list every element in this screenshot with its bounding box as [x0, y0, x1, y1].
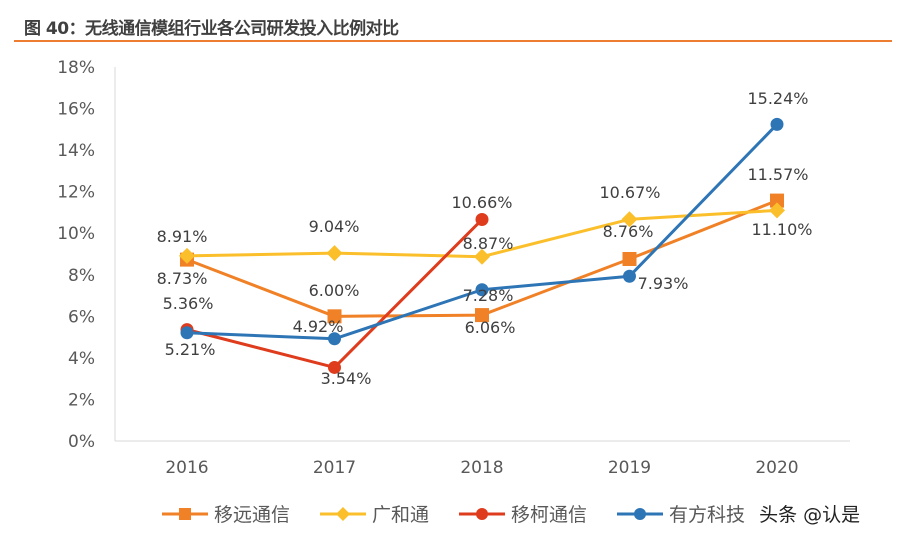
x-tick-label: 2017 [313, 458, 356, 478]
data-label: 10.66% [451, 193, 512, 212]
legend-swatch-icon [320, 506, 367, 521]
data-point-marker [770, 117, 784, 131]
figure-title: 图 40：无线通信模组行业各公司研发投入比例对比 [24, 19, 399, 39]
data-label: 3.54% [321, 369, 372, 388]
data-label: 11.10% [751, 220, 812, 239]
y-tick-label: 14% [57, 141, 95, 161]
x-tick-label: 2016 [165, 458, 208, 478]
legend-item: 广和通 [318, 500, 429, 527]
legend-item: 移柯通信 [457, 500, 587, 527]
data-label: 11.57% [747, 165, 808, 184]
y-tick-label: 8% [68, 266, 95, 286]
data-point-marker [475, 308, 489, 323]
data-point-marker [180, 326, 194, 340]
data-label: 6.00% [309, 281, 360, 300]
data-label: 8.73% [157, 269, 208, 288]
legend-swatch-icon [617, 507, 664, 520]
data-label: 8.91% [157, 227, 208, 246]
x-tick-label: 2018 [460, 458, 503, 478]
data-label: 7.93% [638, 274, 689, 293]
data-point-marker [475, 283, 489, 297]
data-point-marker [328, 332, 341, 346]
y-tick-label: 0% [68, 432, 95, 452]
data-point-marker [327, 309, 342, 324]
data-point-marker [623, 269, 636, 283]
legend-swatch-icon [459, 507, 506, 520]
data-point-marker [179, 247, 195, 264]
data-point-marker [474, 248, 490, 265]
y-tick-label: 16% [57, 100, 95, 120]
data-point-marker [621, 211, 638, 228]
legend-label: 有方科技 [669, 504, 746, 526]
legend-swatch-icon [162, 507, 208, 520]
data-label: 5.36% [163, 294, 214, 313]
y-tick-label: 6% [68, 307, 95, 327]
y-tick-label: 2% [68, 390, 95, 410]
data-label: 8.87% [463, 234, 514, 253]
y-tick-label: 4% [68, 349, 95, 369]
line-chart: 0% 2% 4% 6% 8% 10% 12% 14% 16% 18% 2016 2017 2018 201… [57, 58, 850, 478]
data-point-marker [770, 193, 784, 208]
x-tick-label: 2020 [755, 458, 798, 478]
legend-label: 广和通 [372, 504, 430, 526]
x-tick-label: 2019 [608, 458, 651, 478]
series-line-3 [186, 123, 779, 341]
data-point-marker [475, 213, 489, 227]
legend-label: 移柯通信 [511, 504, 588, 526]
y-tick-label: 10% [57, 224, 95, 244]
data-point-marker [622, 251, 637, 266]
data-label: 5.21% [165, 340, 216, 359]
legend-item: 移远通信 [160, 500, 290, 527]
watermark: 头条 @认是 [759, 504, 861, 526]
data-point-marker [328, 360, 341, 374]
data-label: 10.67% [599, 183, 660, 202]
y-tick-label: 12% [57, 183, 95, 203]
data-label: 8.76% [603, 222, 654, 241]
data-label: 4.92% [293, 317, 344, 336]
legend-item: 有方科技 [615, 500, 745, 527]
data-label: 6.06% [465, 318, 516, 337]
data-label: 9.04% [309, 217, 360, 236]
data-label: 7.28% [463, 286, 514, 305]
legend-label: 移远通信 [214, 504, 291, 526]
y-tick-label: 18% [57, 58, 95, 78]
data-point-marker [326, 245, 343, 262]
data-point-marker [769, 202, 785, 219]
legend: 移远通信 广和通 移柯通信 有方科技 头条 @认是 [160, 500, 860, 527]
data-label: 15.24% [747, 89, 808, 108]
title-underline [14, 40, 892, 42]
